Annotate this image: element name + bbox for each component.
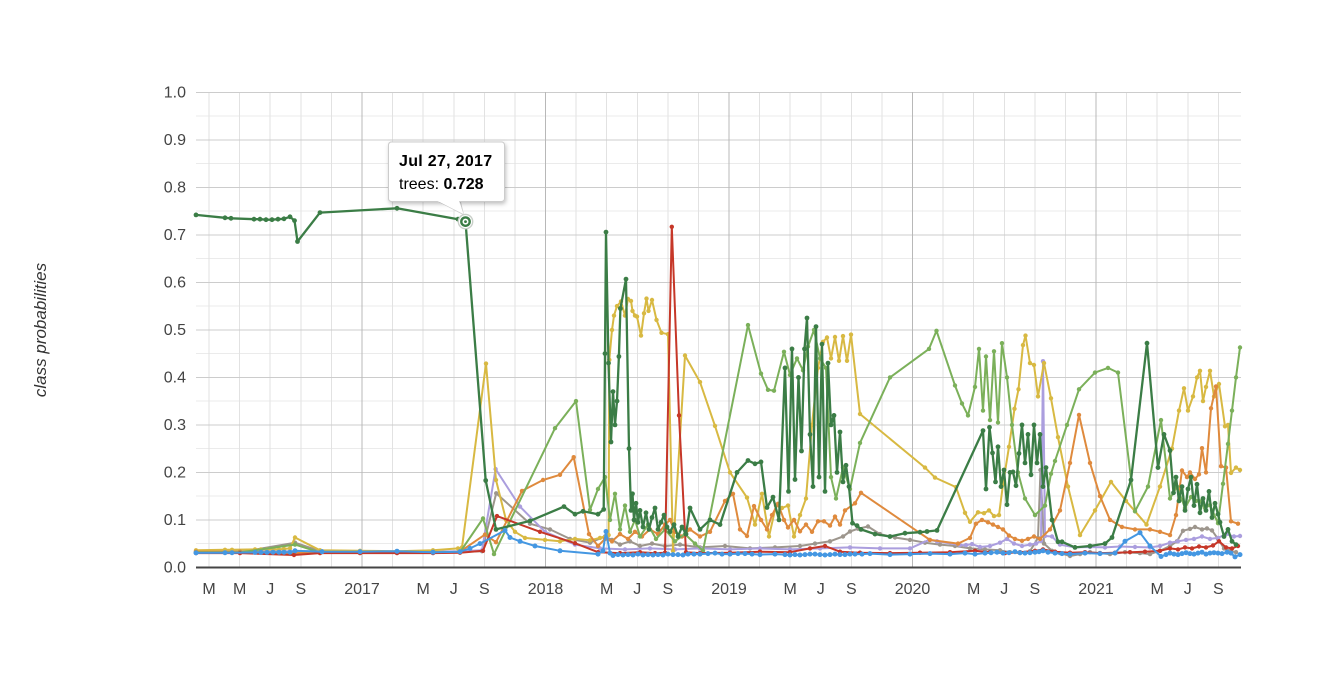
svg-text:M: M: [233, 581, 246, 598]
svg-text:J: J: [633, 581, 641, 598]
svg-text:0.6: 0.6: [164, 274, 186, 291]
svg-text:2019: 2019: [711, 581, 747, 598]
svg-text:J: J: [817, 581, 825, 598]
svg-text:0.5: 0.5: [164, 322, 186, 339]
svg-text:class probabilities: class probabilities: [31, 262, 50, 397]
svg-text:0.4: 0.4: [164, 369, 186, 386]
svg-text:S: S: [662, 581, 673, 598]
svg-text:0.7: 0.7: [164, 227, 186, 244]
svg-text:J: J: [266, 581, 274, 598]
svg-text:1.0: 1.0: [164, 84, 186, 101]
svg-text:S: S: [1213, 581, 1224, 598]
svg-text:Jul 27, 2017: Jul 27, 2017: [399, 153, 492, 170]
svg-text:0.0: 0.0: [164, 559, 186, 576]
svg-text:trees: 0.728: trees: 0.728: [399, 176, 484, 193]
svg-text:2021: 2021: [1078, 581, 1114, 598]
svg-text:0.3: 0.3: [164, 417, 186, 434]
svg-text:2017: 2017: [344, 581, 380, 598]
svg-text:0.1: 0.1: [164, 512, 186, 529]
svg-text:M: M: [967, 581, 980, 598]
svg-text:0.8: 0.8: [164, 179, 186, 196]
svg-text:M: M: [417, 581, 430, 598]
svg-text:M: M: [600, 581, 613, 598]
svg-text:S: S: [846, 581, 857, 598]
svg-text:J: J: [1184, 581, 1192, 598]
svg-text:M: M: [1151, 581, 1164, 598]
svg-text:2018: 2018: [528, 581, 564, 598]
svg-text:J: J: [450, 581, 458, 598]
svg-text:0.2: 0.2: [164, 464, 186, 481]
svg-text:M: M: [784, 581, 797, 598]
svg-text:0.9: 0.9: [164, 132, 186, 149]
svg-text:2020: 2020: [895, 581, 931, 598]
svg-text:M: M: [202, 581, 215, 598]
svg-text:S: S: [1029, 581, 1040, 598]
svg-text:S: S: [295, 581, 306, 598]
svg-text:S: S: [479, 581, 490, 598]
svg-text:J: J: [1000, 581, 1008, 598]
